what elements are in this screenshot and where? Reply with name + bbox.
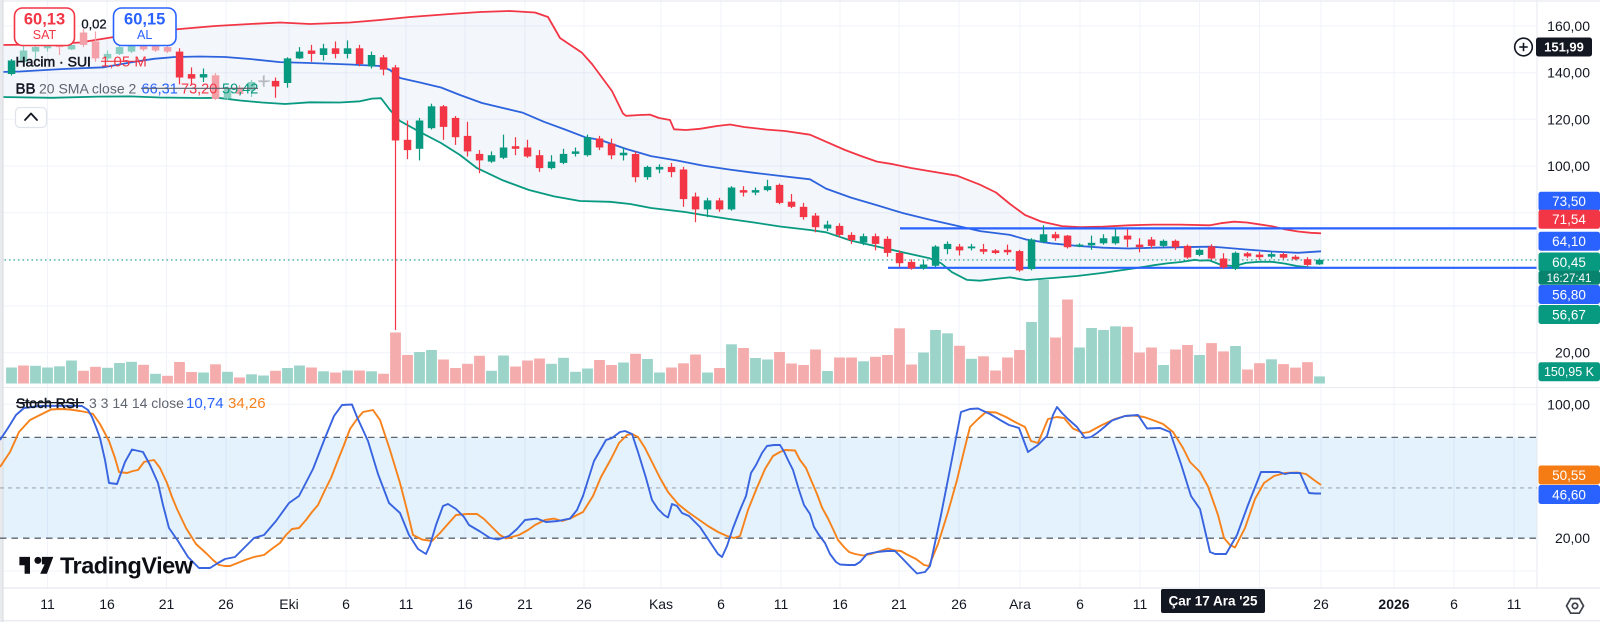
svg-text:21: 21	[891, 596, 907, 612]
svg-text:6: 6	[1450, 596, 1458, 612]
svg-text:26: 26	[576, 596, 592, 612]
svg-text:11: 11	[1507, 596, 1522, 612]
svg-text:120,00: 120,00	[1547, 111, 1590, 127]
svg-text:1,05 M: 1,05 M	[101, 54, 147, 71]
svg-text:150,95 K: 150,95 K	[1544, 365, 1595, 379]
svg-text:20 SMA close 2: 20 SMA close 2	[39, 81, 136, 97]
svg-text:71,54: 71,54	[1552, 212, 1586, 227]
svg-text:26: 26	[1313, 596, 1329, 612]
svg-text:100,00: 100,00	[1547, 158, 1590, 174]
svg-text:46,60: 46,60	[1552, 487, 1586, 502]
svg-text:100,00: 100,00	[1547, 396, 1590, 412]
svg-text:AL: AL	[137, 28, 152, 42]
svg-text:60,15: 60,15	[124, 11, 165, 29]
svg-text:34,26: 34,26	[228, 395, 266, 412]
svg-text:26: 26	[218, 596, 234, 612]
svg-text:6: 6	[717, 596, 725, 612]
svg-text:BB: BB	[16, 81, 36, 98]
svg-text:Çar 17 Ara '25: Çar 17 Ara '25	[1168, 594, 1258, 609]
svg-text:21: 21	[517, 596, 533, 612]
svg-text:6: 6	[1076, 596, 1084, 612]
svg-text:10,74: 10,74	[186, 395, 224, 412]
svg-text:16: 16	[99, 596, 115, 612]
svg-text:73,20: 73,20	[181, 82, 217, 98]
svg-text:21: 21	[159, 596, 175, 612]
svg-text:6: 6	[342, 596, 350, 612]
svg-text:64,10: 64,10	[1552, 234, 1586, 249]
svg-text:16: 16	[832, 596, 848, 612]
svg-text:160,00: 160,00	[1547, 18, 1590, 34]
svg-text:60,45: 60,45	[1552, 255, 1586, 270]
svg-text:11: 11	[40, 596, 55, 612]
svg-text:59,42: 59,42	[222, 82, 258, 98]
svg-text:Kas: Kas	[649, 596, 673, 612]
svg-text:SAT: SAT	[33, 28, 57, 42]
svg-text:56,67: 56,67	[1552, 307, 1586, 322]
svg-text:140,00: 140,00	[1547, 65, 1590, 81]
svg-text:0,02: 0,02	[81, 17, 106, 32]
svg-text:3 3 14 14 close: 3 3 14 14 close	[89, 395, 184, 411]
svg-text:11: 11	[1133, 596, 1148, 612]
svg-text:16: 16	[457, 596, 473, 612]
svg-text:50,55: 50,55	[1552, 468, 1586, 483]
svg-text:20,00: 20,00	[1555, 345, 1590, 361]
svg-text:151,99: 151,99	[1544, 40, 1584, 55]
svg-text:66,31: 66,31	[142, 82, 178, 98]
svg-text:16:27:41: 16:27:41	[1547, 273, 1592, 285]
svg-text:Hacim · SUI: Hacim · SUI	[16, 54, 91, 70]
svg-text:60,13: 60,13	[24, 11, 65, 29]
svg-text:Ara: Ara	[1009, 596, 1031, 612]
svg-text:11: 11	[399, 596, 414, 612]
svg-text:11: 11	[774, 596, 789, 612]
svg-text:73,50: 73,50	[1552, 194, 1586, 209]
svg-text:56,80: 56,80	[1552, 287, 1586, 302]
svg-text:2026: 2026	[1378, 596, 1409, 612]
svg-text:20,00: 20,00	[1555, 530, 1590, 546]
svg-text:TradingView: TradingView	[60, 553, 194, 579]
svg-text:Eki: Eki	[279, 596, 298, 612]
svg-text:26: 26	[951, 596, 967, 612]
